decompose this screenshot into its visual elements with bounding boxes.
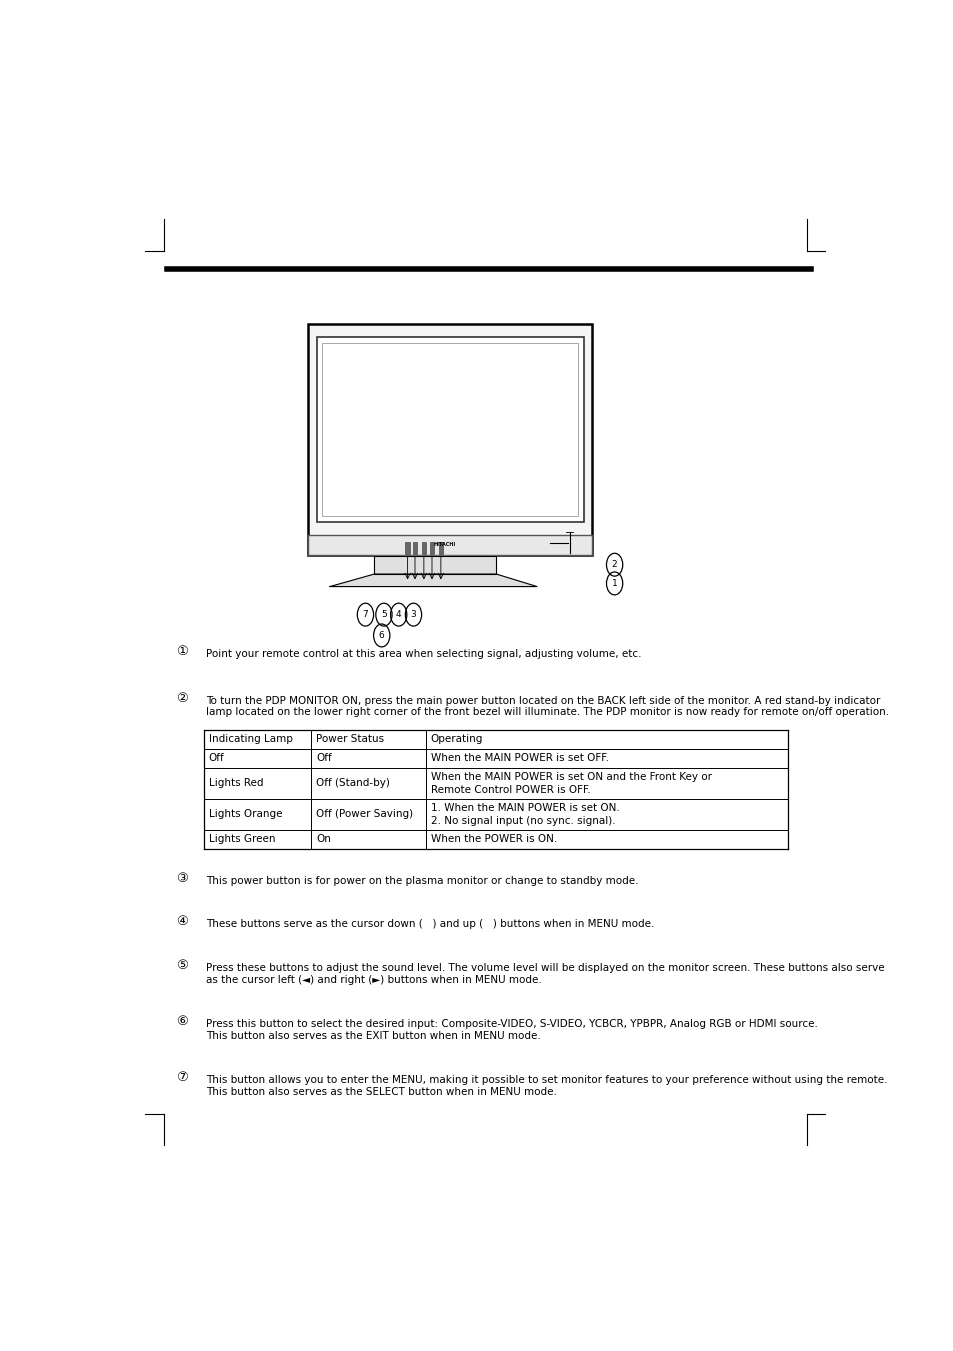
Text: Point your remote control at this area when selecting signal, adjusting volume, : Point your remote control at this area w…: [206, 648, 641, 659]
Text: Indicating Lamp: Indicating Lamp: [209, 735, 293, 744]
Text: Off: Off: [315, 754, 332, 763]
Bar: [429, 542, 434, 554]
Text: On: On: [315, 835, 331, 844]
Text: 1: 1: [611, 580, 617, 588]
Text: ②: ②: [176, 692, 188, 705]
Bar: [405, 542, 410, 554]
Text: 6: 6: [378, 631, 384, 640]
Bar: [310, 546, 590, 554]
Text: ③: ③: [176, 871, 188, 885]
Text: 5: 5: [380, 611, 386, 619]
Text: These buttons serve as the cursor down (   ) and up (   ) buttons when in MENU m: These buttons serve as the cursor down (…: [206, 920, 654, 929]
Bar: [438, 542, 442, 554]
Bar: [421, 542, 426, 554]
Bar: [413, 542, 416, 554]
Text: Off (Power Saving): Off (Power Saving): [315, 809, 413, 819]
Text: To turn the PDP MONITOR ON, press the main power button located on the BACK left: To turn the PDP MONITOR ON, press the ma…: [206, 696, 889, 717]
Text: 2: 2: [611, 561, 617, 569]
Bar: [316, 336, 583, 521]
Text: ⑥: ⑥: [176, 1015, 188, 1028]
Text: Operating: Operating: [430, 735, 482, 744]
Text: 4: 4: [395, 611, 401, 619]
Bar: [321, 343, 578, 516]
Polygon shape: [374, 557, 496, 574]
Text: 7: 7: [362, 611, 368, 619]
Text: Lights Red: Lights Red: [209, 778, 263, 788]
Text: Press these buttons to adjust the sound level. The volume level will be displaye: Press these buttons to adjust the sound …: [206, 963, 884, 985]
Text: Off: Off: [209, 754, 224, 763]
Text: Off (Stand-by): Off (Stand-by): [315, 778, 390, 788]
Bar: [308, 324, 592, 555]
Text: When the MAIN POWER is set OFF.: When the MAIN POWER is set OFF.: [430, 754, 608, 763]
Text: 1. When the MAIN POWER is set ON.
2. No signal input (no sync. signal).: 1. When the MAIN POWER is set ON. 2. No …: [430, 802, 618, 825]
Text: Power Status: Power Status: [315, 735, 384, 744]
Text: When the POWER is ON.: When the POWER is ON.: [430, 835, 557, 844]
Text: 3: 3: [410, 611, 416, 619]
Text: ④: ④: [176, 915, 188, 928]
Text: This button allows you to enter the MENU, making it possible to set monitor feat: This button allows you to enter the MENU…: [206, 1075, 887, 1097]
Text: When the MAIN POWER is set ON and the Front Key or
Remote Control POWER is OFF.: When the MAIN POWER is set ON and the Fr…: [430, 771, 711, 794]
Text: HITACHI: HITACHI: [433, 543, 456, 547]
Text: ①: ①: [176, 644, 188, 658]
Bar: [308, 535, 592, 555]
Text: Press this button to select the desired input: Composite-VIDEO, S-VIDEO, YCBCR, : Press this button to select the desired …: [206, 1019, 818, 1040]
Polygon shape: [330, 574, 537, 586]
Text: This power button is for power on the plasma monitor or change to standby mode.: This power button is for power on the pl…: [206, 875, 639, 886]
Text: ⑦: ⑦: [176, 1071, 188, 1085]
Text: ⑤: ⑤: [176, 959, 188, 971]
Text: Lights Green: Lights Green: [209, 835, 274, 844]
Text: Lights Orange: Lights Orange: [209, 809, 282, 819]
